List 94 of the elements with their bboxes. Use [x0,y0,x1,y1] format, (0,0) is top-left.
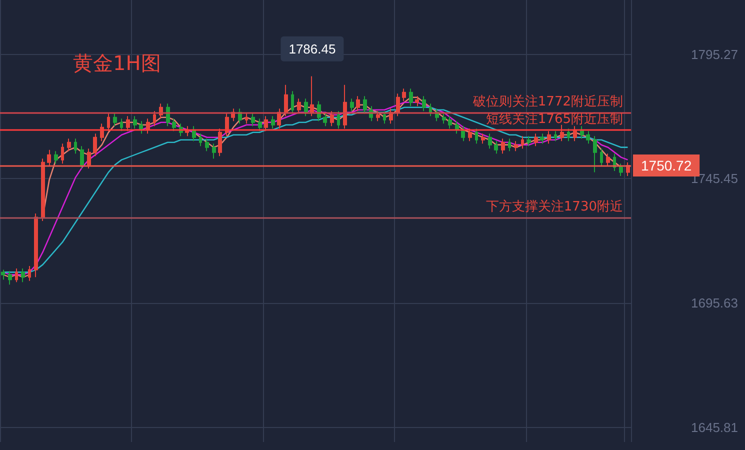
candlestick [15,268,18,283]
candlestick [481,133,485,144]
candlestick [468,128,472,142]
candlestick [422,96,426,112]
candlestick [586,130,590,144]
candlestick [461,126,465,142]
y-tick-label: 1745.45 [691,171,738,186]
candlestick [442,113,446,124]
candlestick [28,265,31,282]
candlestick [488,133,492,150]
candlestick [199,133,202,147]
candlestick [396,93,400,117]
y-tick-label: 1695.63 [691,296,738,311]
candlestick [205,138,209,152]
candlestick [113,113,117,127]
candlestick [310,76,314,117]
candlestick [554,130,557,142]
ref-line-label: 短线关注1765附近压制 [486,112,623,127]
candlestick [600,148,603,167]
candlestick [133,116,137,130]
candlestick [277,108,281,130]
candlestick [508,138,511,152]
candlestick [212,143,216,160]
candlestick [1,269,5,280]
candlestick [297,98,301,114]
candlestick [547,130,551,144]
candlestick [93,133,97,157]
candlestick [619,163,623,177]
candlestick [337,110,340,130]
candlestick [383,110,386,124]
y-tick-label: 1795.27 [691,46,738,62]
candlestick [343,84,347,130]
candlestick [330,110,334,127]
candlestick [80,146,84,170]
ref-line-label: 1750.72 [641,158,692,174]
candlestick [527,136,531,147]
candlestick [8,270,12,286]
ref-line-label: 下方支撑关注1730附近 [486,198,623,214]
candlestick [271,116,275,130]
candlestick [245,113,248,124]
candlestick [323,113,327,127]
candlestick [172,118,176,132]
candlestick [41,158,45,222]
candlestick [475,128,478,144]
candlestick [521,136,524,150]
candlestick [146,118,150,134]
candlestick [567,128,570,142]
y-tick-label: 1645.81 [691,420,738,435]
candlestick [291,90,294,114]
candlestick [284,84,288,117]
candlestick [376,110,380,122]
candlestick [153,110,156,127]
candlestick [494,140,498,154]
candlestick [67,138,71,152]
candlestick [126,116,130,132]
candlestick [47,149,51,167]
candlestick [264,116,268,132]
candlestick [192,126,196,142]
candlestick [21,268,25,283]
text: 黄金1H图 [73,51,161,75]
candlestick [74,138,77,154]
candlestick [415,96,419,107]
annotation: 1786.45 [288,41,336,56]
candlestick [560,124,564,142]
candlestick [304,98,308,117]
candlestick [540,133,544,144]
candlestick [402,88,406,102]
ref-line-label: 破位则关注1772附近压制 [472,94,623,110]
candlestick [429,103,432,117]
candlestick [593,136,597,173]
candlestick [363,96,367,114]
candlestick [166,103,170,127]
candlestick [258,118,262,132]
candlestick [251,113,255,127]
candlestick [455,120,459,134]
candlestick [606,153,610,167]
candlestick [409,88,413,107]
candlestick [34,213,38,278]
candlestick [139,120,143,134]
candlestick [87,148,91,170]
candlestick [120,118,123,132]
candlestick [107,113,110,132]
candlestick [514,140,518,152]
candlestick [317,100,321,122]
candlestick [573,126,577,142]
candlestick [501,138,505,154]
candlestick [54,150,58,164]
candlestick [448,116,452,130]
candlestick [350,98,354,112]
candlestick [534,133,538,147]
candlestick [218,128,222,157]
candlestick [61,143,64,164]
candlestick [225,113,229,137]
candlestick [356,96,360,112]
